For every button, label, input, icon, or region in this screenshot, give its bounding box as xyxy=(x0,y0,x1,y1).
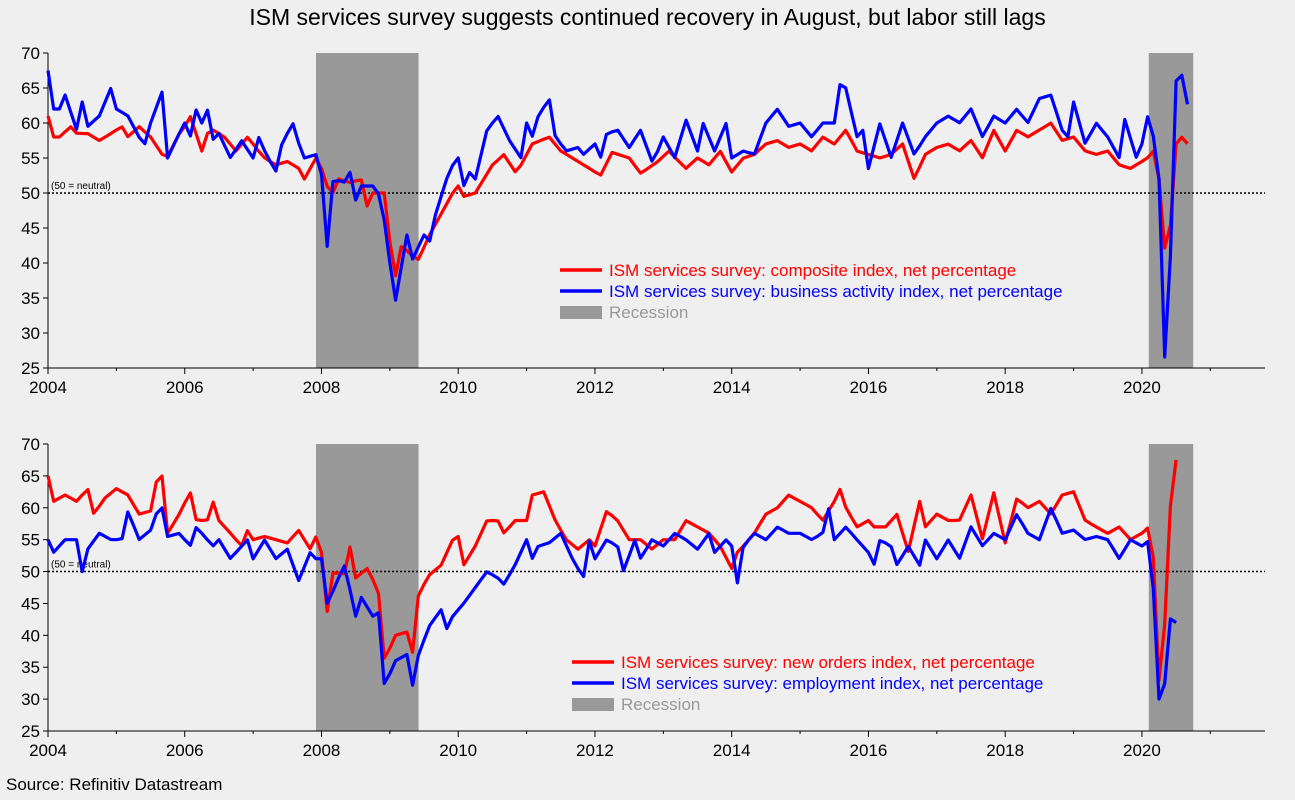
recession-band-1-1 xyxy=(316,53,419,368)
x-tick-label: 2018 xyxy=(986,741,1024,760)
source-note: Source: Refinitiv Datastream xyxy=(6,775,223,794)
x-tick-label: 2020 xyxy=(1123,378,1161,397)
legend-label: ISM services survey: composite index, ne… xyxy=(609,261,1016,280)
y-tick-label: 35 xyxy=(21,658,40,677)
legend-label-recession: Recession xyxy=(621,695,700,714)
y-tick-label: 50 xyxy=(21,184,40,203)
y-tick-label: 55 xyxy=(21,531,40,550)
legend-swatch-recession xyxy=(572,698,614,711)
chart-title: ISM services survey suggests continued r… xyxy=(249,4,1046,30)
y-tick-label: 30 xyxy=(21,690,40,709)
y-tick-label: 70 xyxy=(21,435,40,454)
series-line-2-2 xyxy=(46,506,1177,701)
series-line-1-2 xyxy=(46,70,1190,359)
legend-label: ISM services survey: new orders index, n… xyxy=(621,653,1035,672)
neutral-label: (50 = neutral) xyxy=(51,181,111,192)
x-tick-label: 2012 xyxy=(576,741,614,760)
y-tick-label: 45 xyxy=(21,594,40,613)
x-tick-label: 2004 xyxy=(29,741,67,760)
y-tick-label: 65 xyxy=(21,79,40,98)
y-tick-label: 35 xyxy=(21,289,40,308)
y-tick-label: 25 xyxy=(21,359,40,378)
y-tick-label: 40 xyxy=(21,254,40,273)
legend-label: ISM services survey: business activity i… xyxy=(609,282,1063,301)
x-tick-label: 2014 xyxy=(713,741,751,760)
y-tick-label: 60 xyxy=(21,114,40,133)
y-tick-label: 45 xyxy=(21,219,40,238)
x-tick-label: 2012 xyxy=(576,378,614,397)
y-tick-label: 55 xyxy=(21,149,40,168)
legend-label: ISM services survey: employment index, n… xyxy=(621,674,1043,693)
y-tick-label: 70 xyxy=(21,44,40,63)
x-tick-label: 2004 xyxy=(29,378,67,397)
series-line-1-1 xyxy=(46,115,1189,278)
y-tick-label: 60 xyxy=(21,499,40,518)
legend-swatch-recession xyxy=(560,306,602,319)
x-tick-label: 2010 xyxy=(439,378,477,397)
y-tick-label: 65 xyxy=(21,467,40,486)
y-tick-label: 30 xyxy=(21,324,40,343)
x-tick-label: 2010 xyxy=(439,741,477,760)
x-tick-label: 2008 xyxy=(303,378,341,397)
y-tick-label: 25 xyxy=(21,722,40,741)
x-tick-label: 2008 xyxy=(303,741,341,760)
x-tick-label: 2006 xyxy=(166,378,204,397)
x-tick-label: 2018 xyxy=(986,378,1024,397)
x-tick-label: 2016 xyxy=(850,378,888,397)
x-tick-label: 2014 xyxy=(713,378,751,397)
y-tick-label: 40 xyxy=(21,626,40,645)
series-line-2-1 xyxy=(46,459,1178,682)
legend-label-recession: Recession xyxy=(609,303,688,322)
x-tick-label: 2006 xyxy=(166,741,204,760)
x-tick-label: 2016 xyxy=(850,741,888,760)
x-tick-label: 2020 xyxy=(1123,741,1161,760)
y-tick-label: 50 xyxy=(21,563,40,582)
